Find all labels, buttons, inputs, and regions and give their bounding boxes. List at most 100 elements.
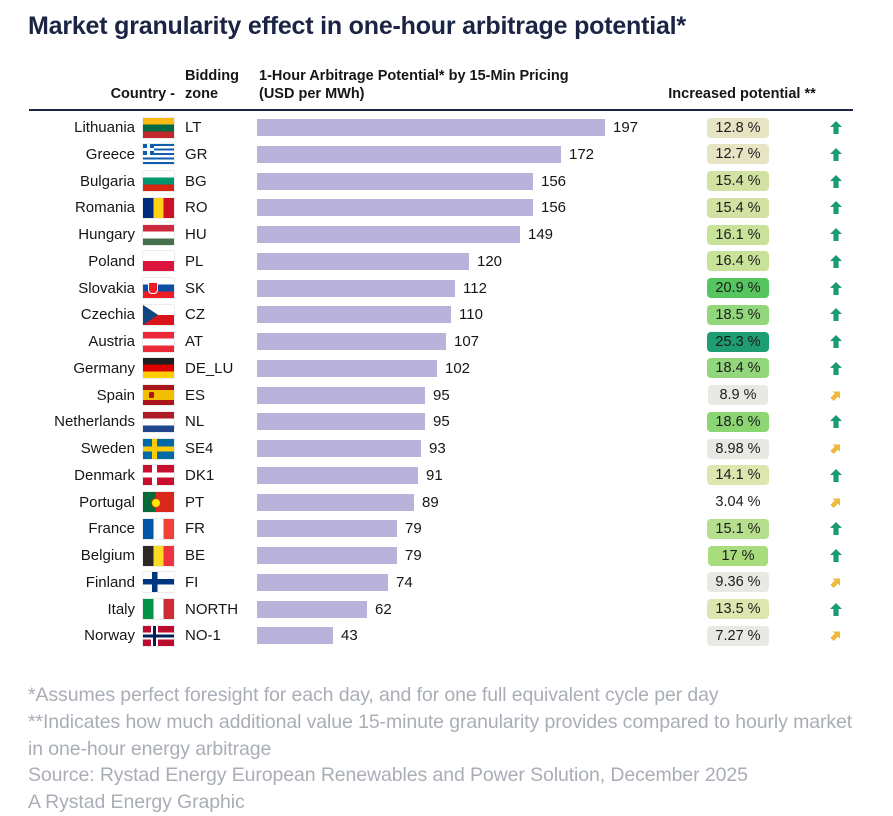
country-label: Germany xyxy=(73,359,135,377)
bidding-zone-label: LT xyxy=(185,119,202,137)
increase-badge: 15.4 % xyxy=(707,197,769,218)
table-row: Lithuania LT 197 12.8 % xyxy=(30,114,893,141)
value-bar xyxy=(257,627,333,645)
trend-arrow-icon xyxy=(830,281,842,295)
bidding-zone-label: DE_LU xyxy=(185,359,234,377)
table-row: Spain ES 95 8.9 % xyxy=(30,382,893,409)
table-row: France FR 79 15.1 % xyxy=(30,516,893,543)
country-label: Bulgaria xyxy=(79,172,135,190)
increase-badge: 8.9 % xyxy=(708,385,768,406)
trend-arrow-icon xyxy=(830,121,842,135)
bidding-zone-label: BG xyxy=(185,172,207,190)
bidding-zone-label: SE4 xyxy=(185,440,214,458)
bar-value-label: 95 xyxy=(433,386,450,404)
country-label: Czechia xyxy=(80,306,135,324)
bidding-zone-label: AT xyxy=(185,333,204,351)
country-flag-icon xyxy=(143,197,174,218)
bar-value-label: 79 xyxy=(405,547,422,565)
value-bar xyxy=(257,493,414,511)
increase-badge: 15.1 % xyxy=(707,518,769,539)
bar-value-label: 79 xyxy=(405,520,422,538)
column-header-arbitrage-potential-line1: 1-Hour Arbitrage Potential* by 15-Min Pr… xyxy=(259,68,569,84)
increase-badge: 25.3 % xyxy=(707,331,769,352)
country-label: Sweden xyxy=(80,440,135,458)
country-flag-icon xyxy=(143,625,174,646)
trend-arrow-icon xyxy=(830,201,842,215)
trend-arrow-icon xyxy=(830,391,841,401)
increase-badge: 9.36 % xyxy=(707,572,769,593)
country-label: Poland xyxy=(88,252,135,270)
trend-arrow-icon xyxy=(830,254,842,268)
value-bar xyxy=(257,306,451,324)
country-flag-icon xyxy=(143,411,174,432)
increase-badge: 7.27 % xyxy=(707,625,769,646)
value-bar xyxy=(257,119,605,137)
increase-badge: 16.4 % xyxy=(707,251,769,272)
country-flag-icon xyxy=(143,304,174,325)
bar-value-label: 43 xyxy=(341,627,358,645)
bar-value-label: 107 xyxy=(454,333,480,351)
bar-value-label: 74 xyxy=(396,573,413,591)
bidding-zone-label: NL xyxy=(185,413,205,431)
value-bar xyxy=(257,466,418,484)
increase-badge: 12.8 % xyxy=(707,117,769,138)
country-flag-icon xyxy=(143,385,174,406)
table-row: Italy NORTH 62 13.5 % xyxy=(30,596,893,623)
bar-value-label: 110 xyxy=(459,306,483,324)
country-label: Lithuania xyxy=(74,119,135,137)
country-flag-icon xyxy=(143,331,174,352)
bar-value-label: 172 xyxy=(569,145,595,163)
table-row: Poland PL 120 16.4 % xyxy=(30,248,893,275)
country-label: Greece xyxy=(85,145,135,163)
footnote-credit: A Rystad Energy Graphic xyxy=(28,791,245,814)
trend-arrow-icon xyxy=(830,602,842,616)
increase-badge: 20.9 % xyxy=(707,278,769,299)
value-bar xyxy=(257,333,446,351)
country-label: Belgium xyxy=(80,547,135,565)
trend-arrow-icon xyxy=(830,308,842,322)
table-header: Country - Bidding zone 1-Hour Arbitrage … xyxy=(30,67,893,109)
country-label: Netherlands xyxy=(54,413,135,431)
table-row: Slovakia SK 112 20.9 % xyxy=(30,275,893,302)
bidding-zone-label: RO xyxy=(185,199,208,217)
country-flag-icon xyxy=(143,545,174,566)
country-label: Norway xyxy=(84,627,135,645)
bidding-zone-label: GR xyxy=(185,145,208,163)
bar-value-label: 95 xyxy=(433,413,450,431)
bar-value-label: 149 xyxy=(528,226,554,244)
trend-arrow-icon xyxy=(830,147,842,161)
value-bar xyxy=(257,547,397,565)
trend-arrow-icon xyxy=(830,631,841,642)
bar-value-label: 197 xyxy=(613,119,639,137)
country-flag-icon xyxy=(143,438,174,459)
trend-arrow-icon xyxy=(830,415,842,429)
table-row: Austria AT 107 25.3 % xyxy=(30,328,893,355)
trend-arrow-icon xyxy=(830,361,842,375)
increase-badge: 15.4 % xyxy=(707,171,769,192)
country-flag-icon xyxy=(143,117,174,138)
increase-badge: 14.1 % xyxy=(707,465,769,486)
country-label: Hungary xyxy=(78,226,135,244)
bar-value-label: 156 xyxy=(541,199,567,217)
trend-arrow-icon xyxy=(830,335,842,349)
country-label: Italy xyxy=(107,600,135,618)
value-bar xyxy=(257,145,561,163)
increase-badge: 12.7 % xyxy=(707,144,769,165)
bar-value-label: 89 xyxy=(422,493,439,511)
country-label: Austria xyxy=(88,333,135,351)
bar-value-label: 102 xyxy=(445,359,471,377)
trend-arrow-icon xyxy=(830,468,842,482)
table-row: Belgium BE 79 17 % xyxy=(30,542,893,569)
table-row: Finland FI 74 9.36 % xyxy=(30,569,893,596)
table-row: Netherlands NL 95 18.6 % xyxy=(30,409,893,436)
value-bar xyxy=(257,440,421,458)
value-bar xyxy=(257,252,469,270)
bar-value-label: 62 xyxy=(375,600,392,618)
bidding-zone-label: SK xyxy=(185,279,206,297)
table-row: Czechia CZ 110 18.5 % xyxy=(30,302,893,329)
value-bar xyxy=(257,279,455,297)
trend-arrow-icon xyxy=(830,549,842,563)
country-flag-icon xyxy=(143,518,174,539)
trend-arrow-icon xyxy=(830,174,842,188)
country-flag-icon xyxy=(143,144,174,165)
